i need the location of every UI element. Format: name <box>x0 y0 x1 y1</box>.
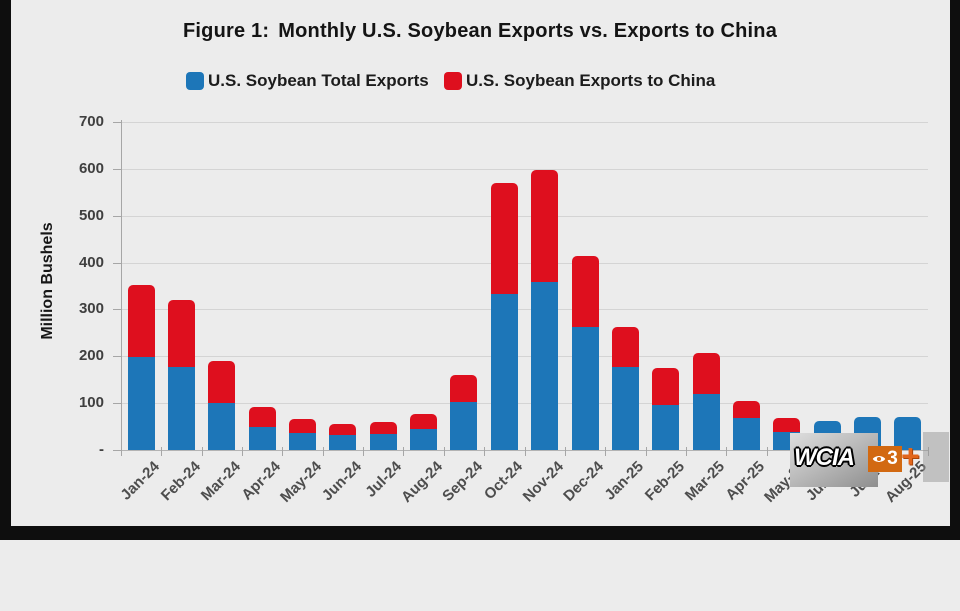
bar-segment-total-exports <box>329 435 357 450</box>
legend-swatch-exports-to-china <box>444 72 462 90</box>
bar-segment-exports-to-china <box>652 368 680 405</box>
y-axis-line <box>121 120 122 456</box>
y-tick <box>113 262 121 264</box>
gridline <box>121 356 928 358</box>
y-tick <box>113 309 121 311</box>
bar-segment-exports-to-china <box>168 300 196 367</box>
legend-label-exports-to-china: U.S. Soybean Exports to China <box>466 71 716 90</box>
chart-title: Figure 1: Monthly U.S. Soybean Exports vs… <box>0 20 960 43</box>
y-tick-label: 100 <box>78 394 104 412</box>
bar-segment-exports-to-china <box>410 414 438 430</box>
bar-segment-exports-to-china <box>732 401 760 419</box>
y-tick-label: 600 <box>78 159 104 177</box>
bar-segment-exports-to-china <box>289 419 317 434</box>
gridline <box>121 215 928 217</box>
bar-segment-total-exports <box>289 433 317 450</box>
letterbox-bottom <box>0 526 960 540</box>
y-tick-label: 700 <box>78 113 104 130</box>
channel-number: 3 <box>887 448 898 469</box>
bar-segment-exports-to-china <box>611 326 639 367</box>
legend-label-total-exports: U.S. Soybean Total Exports <box>208 71 429 90</box>
plus-badge: + <box>901 438 920 474</box>
x-tick <box>161 447 163 456</box>
x-tick <box>242 447 244 456</box>
legend-item-exports-to-china: U.S. Soybean Exports to China <box>444 71 715 91</box>
x-tick <box>605 447 607 456</box>
y-tick <box>113 450 121 451</box>
x-tick <box>766 447 768 456</box>
bar-segment-exports-to-china <box>329 424 357 435</box>
bar-segment-exports-to-china <box>490 182 518 294</box>
watermark-gray-band <box>923 432 949 482</box>
x-tick <box>524 447 526 456</box>
bar-segment-total-exports <box>531 282 559 450</box>
bar-segment-total-exports <box>490 293 518 450</box>
bar-segment-exports-to-china <box>127 284 155 358</box>
bar-segment-exports-to-china <box>692 353 720 394</box>
bar-segment-exports-to-china <box>571 256 599 328</box>
y-tick-label: 500 <box>78 206 104 224</box>
y-tick-label: 200 <box>78 347 104 365</box>
bar-segment-exports-to-china <box>773 418 801 433</box>
bar-segment-total-exports <box>369 433 397 450</box>
legend-swatch-total-exports <box>186 72 204 90</box>
legend-item-total-exports: U.S. Soybean Total Exports <box>186 71 429 91</box>
gridline <box>121 309 928 311</box>
cbs-eye-icon <box>873 456 886 462</box>
x-tick <box>403 447 405 456</box>
x-tick <box>282 447 284 456</box>
y-tick-label: 400 <box>78 253 104 271</box>
bar-segment-exports-to-china <box>208 360 236 404</box>
bar-segment-exports-to-china <box>248 406 276 427</box>
y-tick <box>113 122 121 123</box>
gridline <box>121 403 928 405</box>
x-tick <box>121 447 122 456</box>
bar-segment-exports-to-china <box>369 421 397 434</box>
gridline <box>121 262 928 264</box>
x-tick <box>201 447 203 456</box>
x-tick <box>484 447 486 456</box>
x-tick <box>322 447 324 456</box>
wcia-logo-panel <box>790 433 878 487</box>
y-tick <box>113 356 121 358</box>
bar-segment-total-exports <box>127 357 155 450</box>
figure-title-text: Monthly U.S. Soybean Exports vs. Exports… <box>278 20 778 42</box>
plot-area: 700 600 500 400 300 200 100- Jan-24 Feb-24 Mar-24… <box>78 113 930 506</box>
letterbox-left <box>0 0 11 540</box>
bar-segment-total-exports <box>894 416 922 450</box>
bar-segment-total-exports <box>248 426 276 450</box>
figure-number: Figure 1: <box>182 20 270 42</box>
bar-segment-total-exports <box>208 403 236 450</box>
letterbox-right <box>950 0 960 540</box>
bar-segment-total-exports <box>571 327 599 450</box>
x-tick <box>564 447 566 456</box>
bar-segment-total-exports <box>652 404 680 450</box>
gridline <box>121 122 928 123</box>
x-tick <box>685 447 687 456</box>
bar-segment-total-exports <box>611 366 639 450</box>
y-tick-label: - <box>99 441 104 458</box>
bar-segment-total-exports <box>732 418 760 450</box>
bar-segment-total-exports <box>168 366 196 450</box>
bar-segment-total-exports <box>450 402 478 450</box>
x-tick <box>726 447 728 456</box>
bar-segment-exports-to-china <box>531 169 559 283</box>
y-tick <box>113 168 121 170</box>
bar-segment-exports-to-china <box>450 375 478 403</box>
wcia-station-logo: WCIA <box>794 444 855 471</box>
x-tick <box>363 447 365 456</box>
gridline <box>121 168 928 170</box>
x-tick <box>443 447 445 456</box>
y-tick <box>113 215 121 217</box>
bar-segment-total-exports <box>410 429 438 450</box>
x-tick <box>645 447 647 456</box>
y-tick-label: 300 <box>78 300 104 318</box>
cbs-channel-badge: 3 <box>868 446 902 472</box>
bar-segment-total-exports <box>692 393 720 450</box>
y-tick <box>113 403 121 405</box>
